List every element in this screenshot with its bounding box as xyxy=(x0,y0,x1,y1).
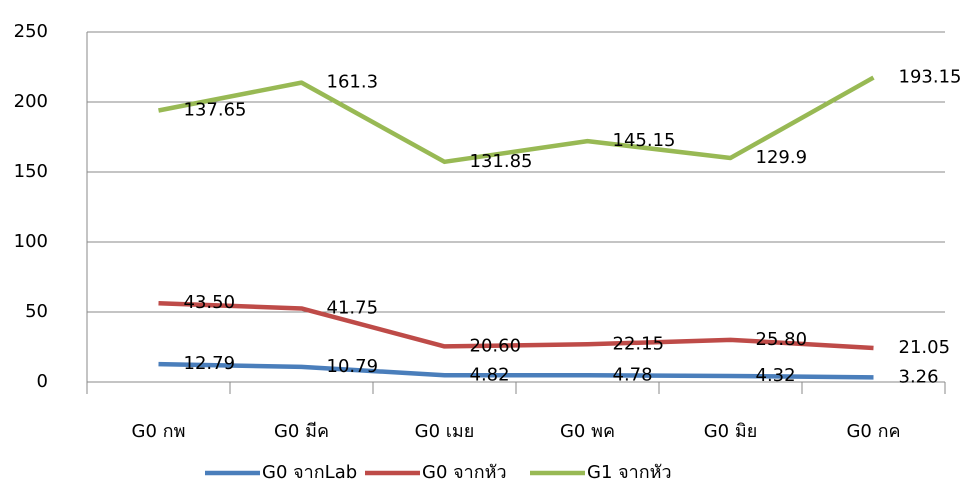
data-label: 161.3 xyxy=(327,72,379,93)
data-label: 22.15 xyxy=(613,333,665,354)
data-label: 145.15 xyxy=(613,130,676,151)
data-label: 41.75 xyxy=(327,297,379,318)
x-tick-label: G0 กพ xyxy=(132,421,186,442)
data-label: 21.05 xyxy=(899,337,951,358)
data-label: 4.32 xyxy=(756,365,796,386)
x-tick-label: G0 พค xyxy=(560,421,615,442)
y-tick-label: 200 xyxy=(14,91,48,112)
x-tick-label: G0 กค xyxy=(846,421,900,442)
data-label: 193.15 xyxy=(899,67,962,88)
legend-label: G1 จากหัว xyxy=(587,462,672,483)
data-label: 131.85 xyxy=(470,151,533,172)
y-tick-label: 100 xyxy=(14,231,48,252)
data-label: 25.80 xyxy=(756,329,808,350)
data-label: 4.78 xyxy=(613,364,653,385)
data-label: 137.65 xyxy=(184,99,247,120)
data-label: 4.82 xyxy=(470,364,510,385)
series-line xyxy=(158,361,874,380)
y-tick-label: 0 xyxy=(37,371,48,392)
series-line xyxy=(158,75,875,165)
x-tick-label: G0 มีค xyxy=(274,421,329,442)
x-tick-label: G0 เมย xyxy=(415,421,475,442)
legend-label: G0 จากหัว xyxy=(422,462,507,483)
y-tick-label: 250 xyxy=(14,21,48,42)
data-label: 43.50 xyxy=(184,292,236,313)
series-line xyxy=(158,300,874,351)
x-tick-label: G0 มิย xyxy=(704,421,758,442)
legend-label: G0 จากLab xyxy=(262,462,357,483)
data-label: 12.79 xyxy=(184,353,236,374)
data-label: 20.60 xyxy=(470,335,522,356)
data-label: 3.26 xyxy=(899,366,939,387)
data-label: 129.9 xyxy=(756,147,808,168)
y-tick-label: 50 xyxy=(25,301,48,322)
data-label: 10.79 xyxy=(327,356,379,377)
y-tick-label: 150 xyxy=(14,161,48,182)
